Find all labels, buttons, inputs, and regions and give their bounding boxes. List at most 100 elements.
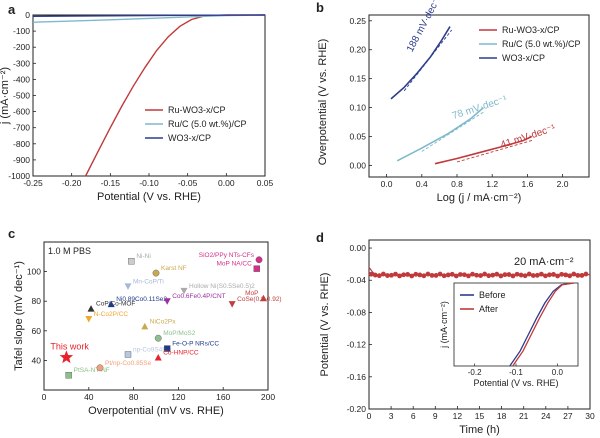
legend-label-b: WO3-x/CP [502, 53, 545, 63]
panel-d: 0 3 6 9 12 15 18 21 24 27 30 0.00 -0.04 -0.08 -0.12 -0.… [319, 239, 595, 436]
x-tick-label-d: 12 [453, 411, 463, 421]
data-point-label-c: Ni-Ni [136, 253, 150, 260]
y-tick-label-a: -800 [13, 139, 30, 149]
data-point-c [163, 298, 171, 305]
y-tick-label-d: 0.00 [349, 243, 366, 253]
inset-frame-d [453, 282, 579, 367]
x-axis-label-a: Potential (V vs. RHE) [97, 191, 201, 203]
tafel-fit-b [456, 139, 534, 163]
tafel-slope-label-b: 78 mV·dec⁻¹ [451, 94, 509, 122]
y-tick-label-a: -1000 [8, 171, 30, 181]
x-axis-label-b: Log (j / mA·cm⁻²) [437, 192, 522, 204]
data-point-d [583, 271, 589, 277]
y-tick-label-a: -200 [13, 42, 30, 52]
y-tick-label-a: -400 [13, 74, 30, 84]
inset-x-tick-label-d: -0.2 [468, 368, 482, 377]
data-point-d [526, 271, 532, 277]
x-tick-label-c: 120 [171, 392, 185, 402]
data-point-d [502, 272, 508, 278]
data-point-d [413, 271, 419, 277]
panel-b: 0.0 0.4 0.8 1.2 1.6 2.0 0.00 0.05 0.10 0.15 0.20 0.… [317, 0, 590, 204]
plot-frame-b [368, 14, 590, 178]
panel-c: 0 40 80 120 160 200 40 60 80 100 Overpotential (mV… [13, 241, 282, 417]
data-point-d [478, 273, 484, 278]
x-tick-label-a: -0.05 [178, 178, 198, 188]
data-point-d [571, 271, 577, 277]
panel-label-b: b [316, 0, 324, 15]
data-point-c [260, 294, 268, 302]
data-point-c [180, 287, 188, 295]
data-point-d [372, 272, 378, 278]
x-tick-label-a: 0.00 [218, 178, 235, 188]
x-tick-label-a: -0.20 [62, 178, 82, 188]
current-density-label-d: 20 mA·cm⁻² [514, 256, 574, 268]
y-tick-label-a: -600 [13, 107, 30, 117]
data-point-label-c: Pt/np-Co0.85Se [105, 360, 152, 367]
data-point-c [107, 300, 115, 308]
data-point-c [141, 322, 149, 330]
data-point-d [466, 273, 471, 279]
data-point-d [385, 273, 390, 278]
x-tick-label-c: 160 [216, 392, 230, 402]
data-point-d [555, 273, 560, 279]
data-point-d [389, 272, 394, 278]
y-tick-label-b: 0.25 [349, 16, 366, 26]
x-tick-label-d: 21 [519, 411, 529, 421]
x-tick-label-b: 2.0 [557, 179, 569, 189]
y-tick-label-a: 0 [25, 10, 30, 20]
data-point-d [506, 272, 512, 277]
legend-label-inset-d: Before [479, 290, 506, 300]
panel-label-c: c [8, 226, 15, 241]
x-tick-label-d: 6 [411, 411, 416, 421]
data-point-d [457, 272, 463, 277]
legend-label-a: Ru/C (5.0 wt.%)/CP [168, 119, 247, 129]
data-point-label-c: Co-HNP/CC [163, 349, 199, 356]
data-point-c [65, 372, 72, 379]
data-point-d [461, 272, 467, 278]
y-tick-label-a: -700 [13, 123, 30, 133]
data-point-d [368, 271, 374, 277]
x-tick-label-d: 27 [563, 411, 573, 421]
data-point-d [538, 271, 544, 277]
data-point-d [514, 271, 520, 277]
x-tick-label-d: 15 [475, 411, 485, 421]
y-tick-label-d: -0.04 [347, 275, 367, 285]
data-point-d [579, 273, 585, 278]
data-point-c [124, 283, 132, 290]
y-tick-label-a: -100 [13, 26, 30, 36]
y-tick-label-a: -500 [13, 91, 30, 101]
y-axis-label-a: j (mA·cm⁻²) [0, 67, 11, 125]
y-axis-label-c: Tafel slope (mV dec⁻¹) [13, 261, 25, 371]
data-point-d [445, 272, 451, 278]
inset-x-tick-label-d: -0.1 [509, 368, 523, 377]
data-point-label-c: CoP/Co-MOF [96, 301, 135, 308]
data-point-label-c: NiCo2Px [150, 318, 176, 325]
data-point-d [563, 272, 569, 278]
data-point-d [470, 271, 475, 277]
data-point-d [409, 273, 415, 279]
tafel-fit-b [403, 29, 453, 92]
y-tick-label-c: 100 [27, 267, 41, 277]
y-tick-label-b: 0.15 [349, 74, 366, 84]
y-axis-label-b: Overpotential (V vs. RHE) [317, 39, 329, 166]
data-point-d [551, 272, 556, 277]
x-tick-label-c: 200 [261, 392, 275, 402]
panel-label-d: d [316, 230, 324, 245]
inset-series-line-d [509, 282, 574, 367]
x-axis-label-c: Overpotential (mV vs. RHE) [88, 405, 224, 417]
data-point-label-c: PtSA-NT-NF [74, 367, 110, 374]
data-point-d [530, 273, 536, 278]
data-point-c [124, 351, 132, 358]
data-point-label-c: Mn-CoP/Ti [133, 278, 164, 285]
data-point-label-c: Hollow Ni(S0.5Se0.5)2 [189, 283, 255, 290]
data-point-c [85, 315, 93, 323]
data-point-d [393, 271, 398, 277]
data-point-c [228, 301, 236, 308]
data-point-d [490, 272, 496, 278]
data-point-d [522, 273, 528, 279]
series-line-a [84, 14, 265, 177]
data-point-d [425, 271, 431, 277]
data-point-d [453, 273, 459, 279]
legend-label-inset-d: After [479, 304, 498, 314]
x-tick-label-a: 0.05 [257, 178, 274, 188]
